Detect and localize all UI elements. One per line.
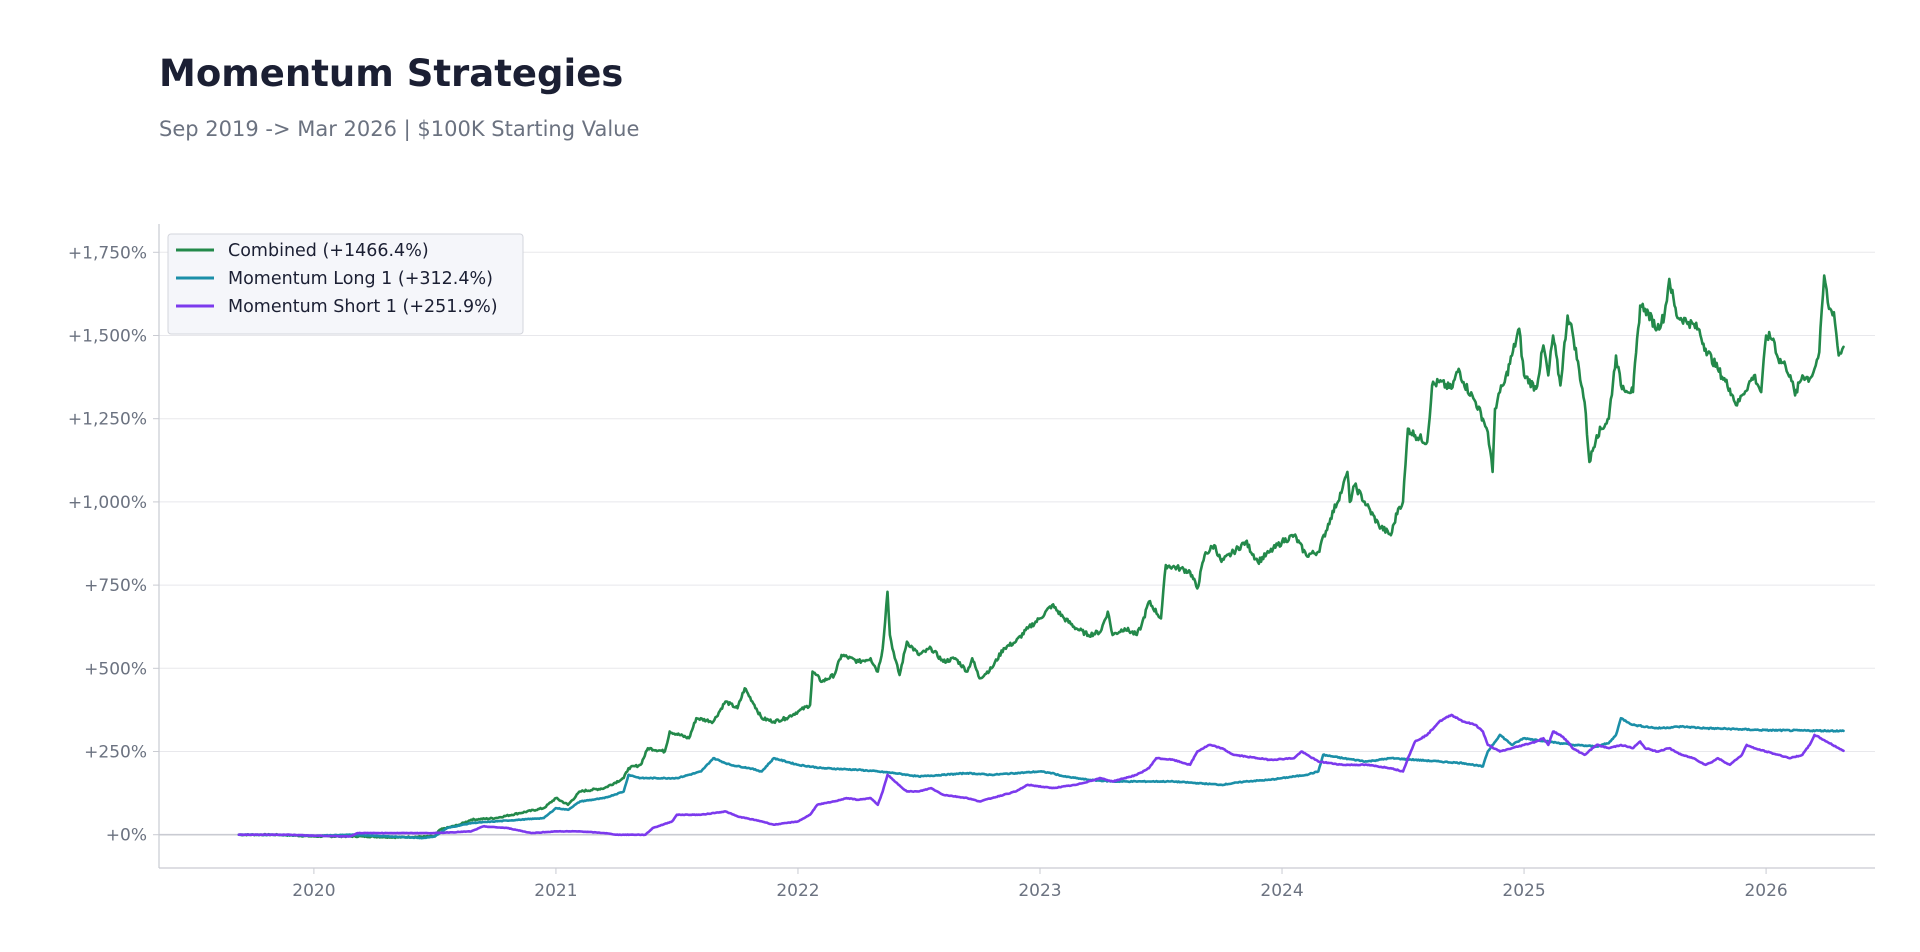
y-tick-label: +1,250% [68, 410, 147, 430]
axes: +0% +250% +500% +750% +1,000% +1,250% +1,500% +… [68, 224, 1875, 901]
series-line-1 [237, 716, 1845, 840]
y-tick-label: +750% [84, 576, 147, 596]
x-tick-label: 2024 [1260, 881, 1303, 901]
x-tick-label: 2021 [534, 881, 577, 901]
x-tick-label: 2025 [1502, 881, 1545, 901]
legend-label: Momentum Short 1 (+251.9%) [228, 297, 498, 317]
legend-box [167, 233, 524, 335]
series-line-0 [237, 274, 1845, 840]
x-tick-label: 2026 [1744, 881, 1787, 901]
grid-lines [159, 251, 1875, 836]
series-line-2 [237, 713, 1845, 838]
y-tick-label: +250% [84, 743, 147, 763]
y-tick-label: +1,500% [68, 326, 147, 346]
legend-label: Combined (+1466.4%) [228, 241, 429, 261]
x-tick-label: 2020 [292, 881, 335, 901]
legend-label: Momentum Long 1 (+312.4%) [228, 269, 493, 289]
x-tick-label: 2023 [1018, 881, 1061, 901]
series-lines [237, 274, 1845, 840]
chart-subtitle: Sep 2019 -> Mar 2026 | $100K Starting Va… [159, 117, 640, 141]
legend: Combined (+1466.4%) Momentum Long 1 (+312… [167, 233, 524, 335]
x-tick-label: 2022 [776, 881, 819, 901]
y-tick-label: +500% [84, 659, 147, 679]
y-tick-label: +1,000% [68, 493, 147, 513]
y-tick-label: +0% [106, 826, 147, 846]
y-tick-label: +1,750% [68, 243, 147, 263]
chart-title: Momentum Strategies [159, 52, 624, 95]
